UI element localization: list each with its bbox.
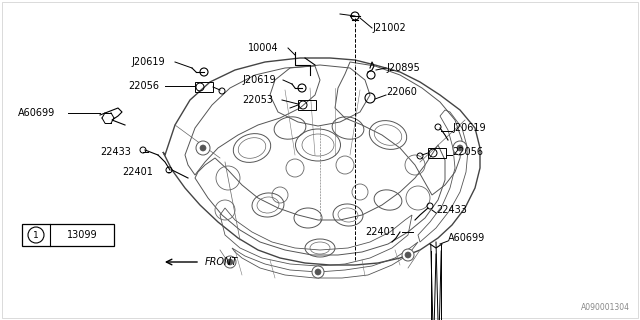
- Bar: [22, 224, 114, 246]
- Text: 22401: 22401: [122, 167, 153, 177]
- Text: 22401: 22401: [365, 227, 396, 237]
- Circle shape: [200, 145, 206, 151]
- Text: 22433: 22433: [436, 205, 467, 215]
- Text: A60699: A60699: [18, 108, 55, 118]
- Bar: [298, 100, 316, 110]
- Circle shape: [453, 141, 467, 155]
- Text: J20895: J20895: [386, 63, 420, 73]
- Circle shape: [196, 141, 210, 155]
- Text: J21002: J21002: [372, 23, 406, 33]
- Text: 22433: 22433: [100, 147, 131, 157]
- Text: J20619: J20619: [131, 57, 164, 67]
- Circle shape: [227, 259, 233, 265]
- Text: A090001304: A090001304: [581, 303, 630, 312]
- Circle shape: [405, 252, 411, 258]
- Text: A60699: A60699: [448, 233, 485, 243]
- Bar: [428, 148, 446, 158]
- Text: J20619: J20619: [452, 123, 486, 133]
- Circle shape: [315, 269, 321, 275]
- Text: 22056: 22056: [128, 81, 159, 91]
- Text: J20619: J20619: [242, 75, 276, 85]
- Text: FRONT: FRONT: [205, 257, 238, 267]
- Text: 22053: 22053: [242, 95, 273, 105]
- Text: 22056: 22056: [452, 147, 483, 157]
- Circle shape: [312, 266, 324, 278]
- Bar: [195, 82, 213, 92]
- Circle shape: [402, 249, 414, 261]
- Text: 13099: 13099: [67, 230, 97, 240]
- Text: 22060: 22060: [386, 87, 417, 97]
- Circle shape: [224, 256, 236, 268]
- Text: 1: 1: [33, 230, 39, 239]
- Text: 10004: 10004: [248, 43, 278, 53]
- Circle shape: [457, 145, 463, 151]
